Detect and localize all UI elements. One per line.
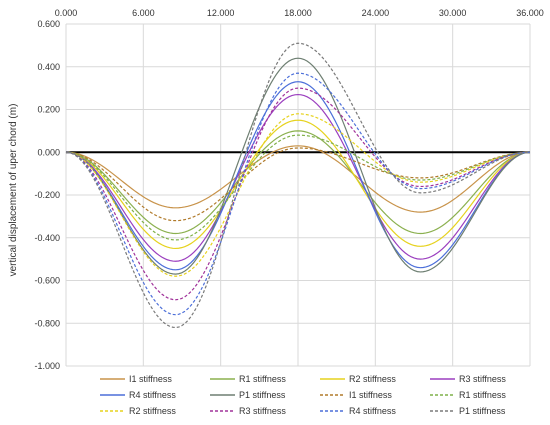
legend: I1 stiffness R1 stiffness R2 stiffness R3 s… [100,374,506,416]
y-tick-label: 0.400 [37,62,60,72]
y-tick-label: 0.000 [37,147,60,157]
legend-label: R3 stiffness [459,374,506,384]
legend-label: R4 stiffness [129,390,176,400]
legend-label: R1 stiffness [239,374,286,384]
series-line [65,134,531,241]
series-line [65,145,531,213]
x-tick-label: 36.000 [516,8,544,18]
series-line [65,72,531,316]
legend-label: R2 stiffness [129,406,176,416]
x-tick-label: 24.000 [362,8,390,18]
y-tick-label: -1.000 [34,361,60,371]
legend-label: R3 stiffness [239,406,286,416]
x-tick-label: 12.000 [207,8,235,18]
x-tick-label: 0.000 [55,8,78,18]
series-line [65,130,531,235]
y-tick-label: -0.400 [34,233,60,243]
y-tick-label: 0.200 [37,105,60,115]
series-line [65,81,531,271]
legend-label: R4 stiffness [349,406,396,416]
series-layer [65,42,531,329]
y-tick-label: -0.800 [34,318,60,328]
y-tick-label: 0.600 [37,19,60,29]
y-tick-label: -0.600 [34,276,60,286]
y-tick-label: -0.200 [34,190,60,200]
series-line [65,87,531,301]
series-line [65,113,531,277]
legend-label: R1 stiffness [459,390,506,400]
series-line [65,93,531,262]
x-tick-label: 18.000 [284,8,312,18]
series-line [65,147,531,222]
legend-label: I1 stiffness [349,390,392,400]
legend-label: I1 stiffness [129,374,172,384]
x-tick-label: 6.000 [132,8,155,18]
x-tick-label: 30.000 [439,8,467,18]
series-line [65,42,531,329]
label-layer: 0.000 6.000 12.000 18.000 24.000 30.000 36.000… [34,8,543,371]
legend-label: P1 stiffness [239,390,286,400]
series-line [65,57,531,275]
legend-label: R2 stiffness [349,374,396,384]
series-line [65,119,531,250]
y-axis-title: vertical displacement of uper chord (m) [8,104,19,277]
legend-label: P1 stiffness [459,406,506,416]
